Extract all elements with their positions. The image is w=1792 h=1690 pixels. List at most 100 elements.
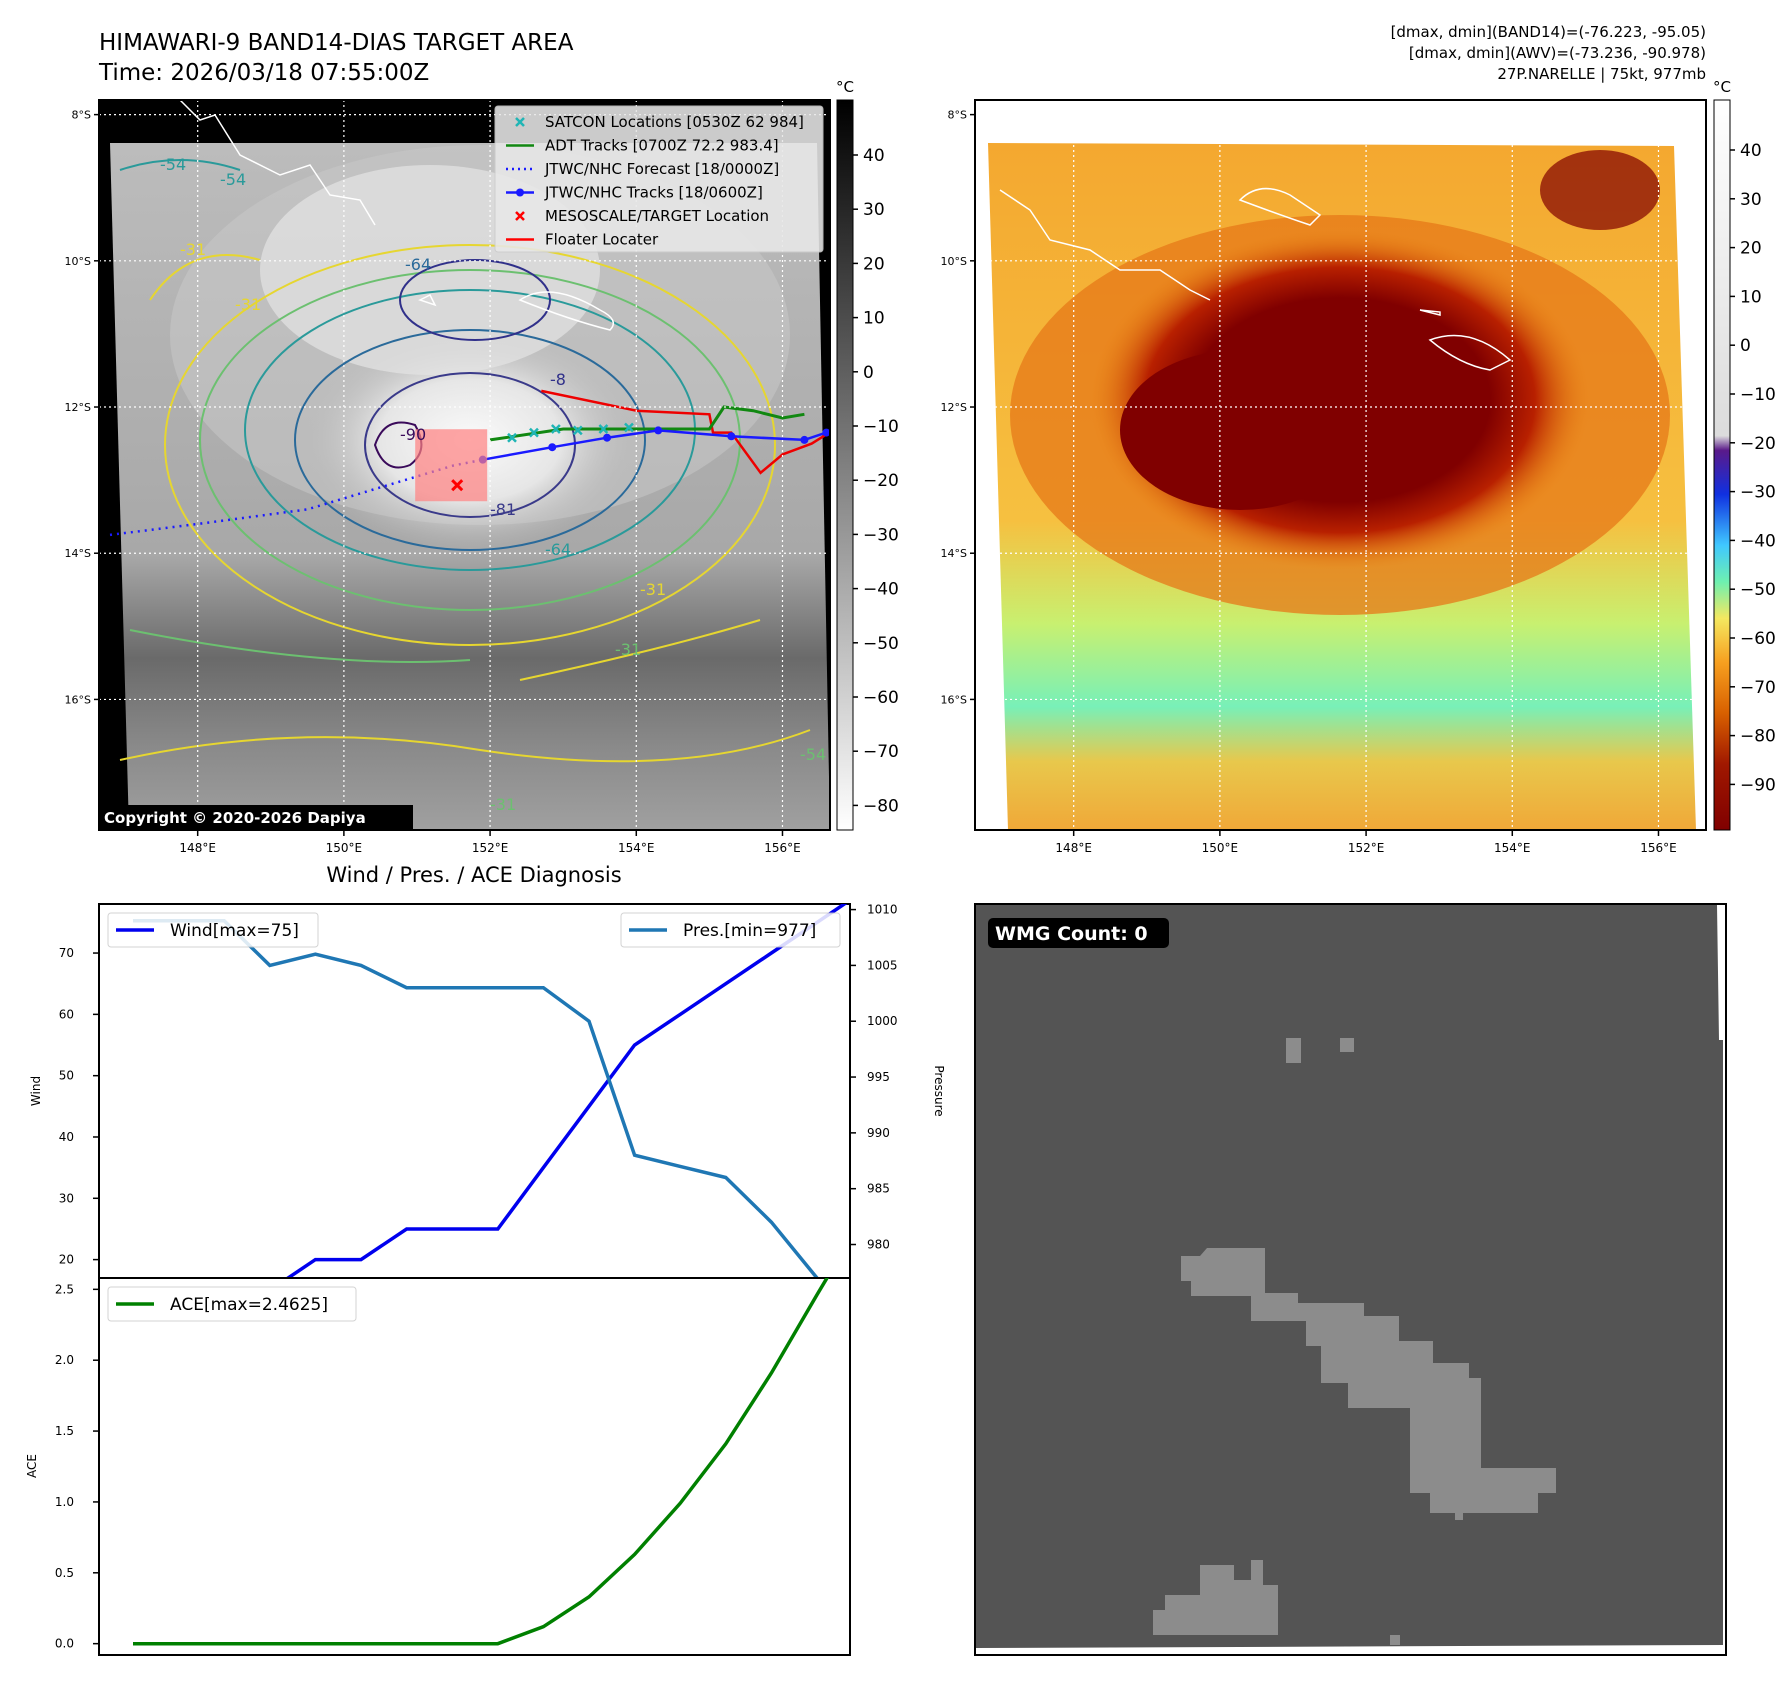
figure-title-line1: HIMAWARI-9 BAND14-DIAS TARGET AREA [99,30,574,56]
map-legend-label: JTWC/NHC Forecast [18/0000Z] [544,160,779,178]
colorbar-tick-label: −90 [1740,775,1776,795]
wmg-count-label: WMG Count: 0 [995,923,1148,945]
colorbar-tick-label: −50 [1740,580,1776,600]
ir-lat-tick-label: 10°S [65,255,91,268]
map-legend-label: Floater Locater [545,231,659,249]
wind-tick-label: 60 [59,1007,74,1021]
pressure-tick-label: 980 [867,1238,890,1252]
colorbar-tick-label: 40 [863,146,885,166]
contour-label: -64 [545,540,571,559]
ace-legend-label: ACE[max=2.4625] [170,1295,328,1315]
jtwc-track-point [727,432,736,441]
awv-map-panel [974,99,1707,831]
wind-tick-label: 30 [59,1191,74,1205]
wind-tick-label: 40 [59,1130,74,1144]
wmg-panel: WMG Count: 0 [974,903,1727,1656]
wind-tick-label: 70 [59,946,74,960]
target-x-mark [451,479,464,492]
contour-label: -31 [180,240,206,259]
jtwc-track-point [548,443,557,452]
colorbar-tick-label: −80 [1740,727,1776,747]
satcon-point [529,427,539,438]
wind-tick-label: 20 [59,1253,74,1267]
ir-lon-tick-label: 154°E [618,841,655,855]
ace-tick-label: 1.0 [55,1495,74,1509]
awv-colorbar: °C 40 30 20 10 0 −10 −20 −30 −40 −50 −60 −70 −80 −90 [1713,78,1776,831]
satcon-point [624,422,634,433]
awv-lon-tick-label: 150°E [1202,841,1239,855]
contour-label: -54 [160,155,186,174]
copyright-label: Copyright © 2020-2026 Dapiya [104,809,366,827]
ir-contour-labels: -54 -54 -31 -31 -64 -90 -8 -81 -64 -31 -31 -31 -54 [160,155,826,814]
pressure-tick-label: 995 [867,1070,890,1084]
awv-gridlines [975,100,1706,830]
colorbar-tick-label: 20 [1740,239,1762,259]
contour-label: -31 [640,580,666,599]
awv-lat-tick-label: 10°S [941,255,967,268]
awv-coastlines [999,187,1512,371]
contour-label: -31 [490,795,516,814]
colorbar-tick-label: 30 [863,200,885,220]
pressure-tick-label: 1000 [867,1014,898,1028]
wind-legend: Wind[max=75] [107,912,319,948]
wind-axis-label: Wind [29,1076,43,1106]
awv-axis-ticks: 8°S 10°S 12°S 14°S 16°S 148°E 150°E 152°E 154°E 1… [941,109,1677,855]
wind-tick-label: 50 [59,1069,74,1083]
wind-legend-label: Wind[max=75] [170,921,299,941]
colorbar-tick-label: −50 [863,634,899,654]
ace-chart: 0.0 0.5 1.0 1.5 2.0 2.5 ACE ACE[max=2.4625] [25,1277,851,1656]
jtwc-track-point [800,435,809,444]
map-legend-label: SATCON Locations [0530Z 62 984] [545,113,804,131]
satcon-point [572,425,583,436]
ace-legend: ACE[max=2.4625] [107,1286,357,1322]
pressure-tick-label: 1010 [867,903,898,917]
map-legend-label: ADT Tracks [0700Z 72.2 983.4] [545,137,779,155]
colorbar-tick-label: −20 [1740,434,1776,454]
contour-label: -54 [800,745,826,764]
ir-coastlines [179,100,615,331]
colorbar-tick-label: −40 [863,580,899,600]
contour-label: -54 [220,170,246,189]
ir-map-panel: -54 -54 -31 -31 -64 -90 -8 -81 -64 -31 -31 -31 -54 C… [98,99,831,831]
colorbar-tick-label: 40 [1740,141,1762,161]
colorbar-tick-label: −70 [863,742,899,762]
wind-series-line [284,904,848,1278]
colorbar-tick-label: 0 [863,363,874,383]
colorbar-tick-label: −60 [1740,629,1776,649]
wind-axis-ticks: 20 30 40 50 60 70 [59,946,99,1267]
colorbar-tick-label: 30 [1740,190,1762,210]
ace-tick-label: 2.5 [55,1282,74,1296]
storm-info: 27P.NARELLE | 75kt, 977mb [1497,65,1706,83]
satcon-point [550,424,561,434]
ir-lon-tick-label: 150°E [326,841,363,855]
map-legend-label: JTWC/NHC Tracks [18/0600Z] [544,184,763,202]
ace-tick-label: 1.5 [55,1424,74,1438]
awv-lon-tick-label: 148°E [1055,841,1092,855]
pressure-series-line [133,918,820,1278]
ace-tick-label: 2.0 [55,1353,74,1367]
jtwc-track-point [822,428,830,437]
diagnosis-title: Wind / Pres. / ACE Diagnosis [326,863,621,887]
ir-axis-ticks: 8°S 10°S 12°S 14°S 16°S 148°E 150°E 152°E 154°E 1… [65,109,801,855]
map-legend: SATCON Locations [0530Z 62 984] ADT Track… [494,105,824,253]
colorbar-tick-label: 10 [863,309,885,329]
figure-title-line2: Time: 2026/03/18 07:55:00Z [98,60,429,86]
pressure-legend: Pres.[min=977] [620,912,841,948]
contour-label: -8 [550,370,566,389]
colorbar-tick-label: −30 [1740,483,1776,503]
ace-series-line [133,1278,830,1646]
colorbar-tick-label: −40 [1740,531,1776,551]
ir-lat-tick-label: 8°S [72,109,91,122]
ir-colorbar-unit: °C [836,78,854,96]
awv-lat-tick-label: 14°S [941,547,967,560]
ir-lon-tick-label: 148°E [179,841,216,855]
pressure-tick-label: 985 [867,1182,890,1196]
ir-lat-tick-label: 12°S [65,401,91,414]
colorbar-tick-label: −70 [1740,678,1776,698]
legend-marker-dot [516,188,524,197]
jtwc-track-point [654,426,663,435]
pressure-legend-label: Pres.[min=977] [683,921,816,941]
ace-tick-label: 0.5 [55,1566,74,1580]
colorbar-tick-label: −10 [1740,385,1776,405]
